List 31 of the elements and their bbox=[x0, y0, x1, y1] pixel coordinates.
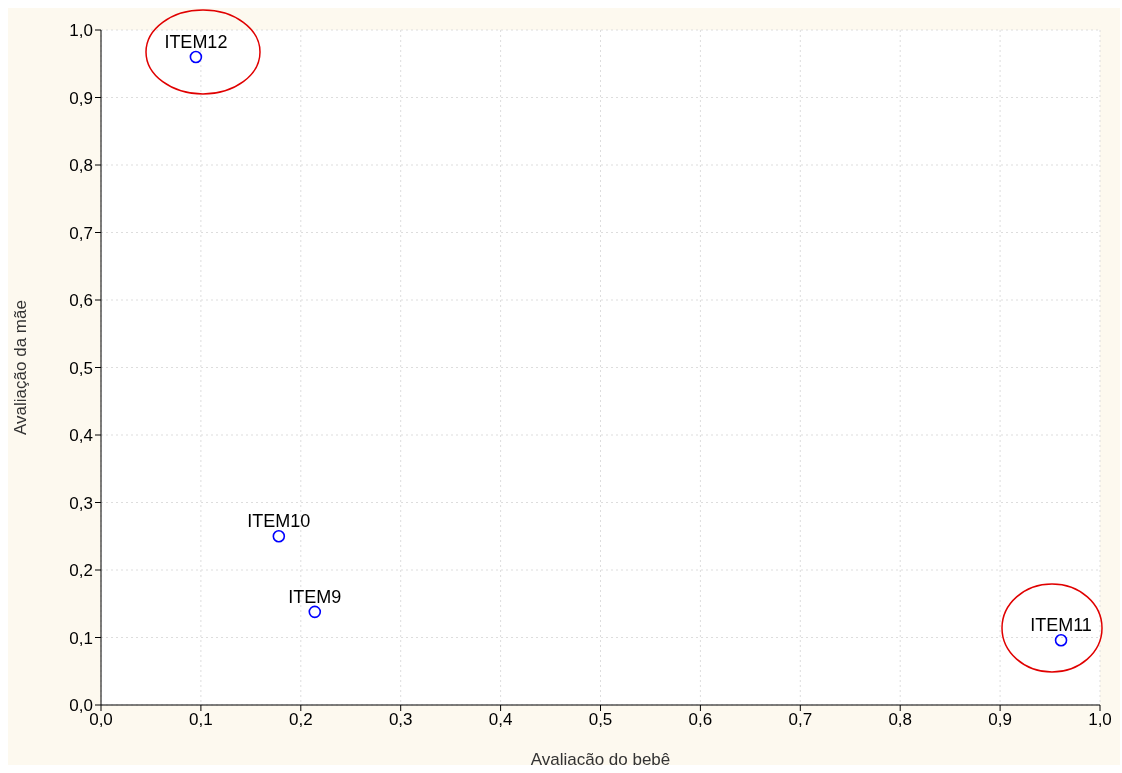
y-tick-label: 0,5 bbox=[69, 358, 93, 378]
point bbox=[1054, 633, 1068, 647]
x-tick-label: 1,0 bbox=[1088, 710, 1112, 730]
y-tick-label: 0,3 bbox=[69, 493, 93, 513]
y-tick-label: 0,6 bbox=[69, 291, 93, 311]
x-tick-label: 0,3 bbox=[388, 710, 413, 730]
y-tick-label: 0,2 bbox=[69, 561, 93, 581]
x-tick-label: 0,8 bbox=[888, 710, 913, 730]
y-axis-title: Avaliação da mãe bbox=[11, 300, 31, 435]
x-axis-title: Avaliacão do bebê bbox=[530, 750, 671, 769]
y-tick-label: 1,0 bbox=[69, 21, 93, 41]
y-tick-label: 0,4 bbox=[69, 426, 93, 446]
annotation: ITEM11 bbox=[1030, 615, 1092, 636]
x-tick-label: 0,5 bbox=[588, 710, 613, 730]
y-tick-label: 0,7 bbox=[69, 223, 93, 243]
annotation: ITEM10 bbox=[247, 511, 311, 532]
annotation: ITEM12 bbox=[164, 32, 228, 52]
x-tick-label: 0,1 bbox=[189, 710, 213, 730]
annotation: ITEM9 bbox=[288, 586, 342, 607]
x-tick-label: 0,7 bbox=[788, 710, 813, 730]
y-tick-label: 0,9 bbox=[69, 88, 93, 108]
x-tick-label: 0,2 bbox=[288, 710, 313, 730]
y-tick-label: 0,8 bbox=[69, 156, 93, 176]
point bbox=[308, 605, 322, 619]
point bbox=[189, 50, 203, 64]
x-tick-label: 0,4 bbox=[488, 710, 513, 730]
x-tick-label: 0,6 bbox=[688, 710, 713, 730]
x-tick-label: 0,9 bbox=[988, 710, 1012, 730]
point bbox=[272, 529, 286, 543]
y-tick-label: 0,1 bbox=[69, 628, 93, 648]
x-tick-label: 0,0 bbox=[89, 710, 113, 730]
